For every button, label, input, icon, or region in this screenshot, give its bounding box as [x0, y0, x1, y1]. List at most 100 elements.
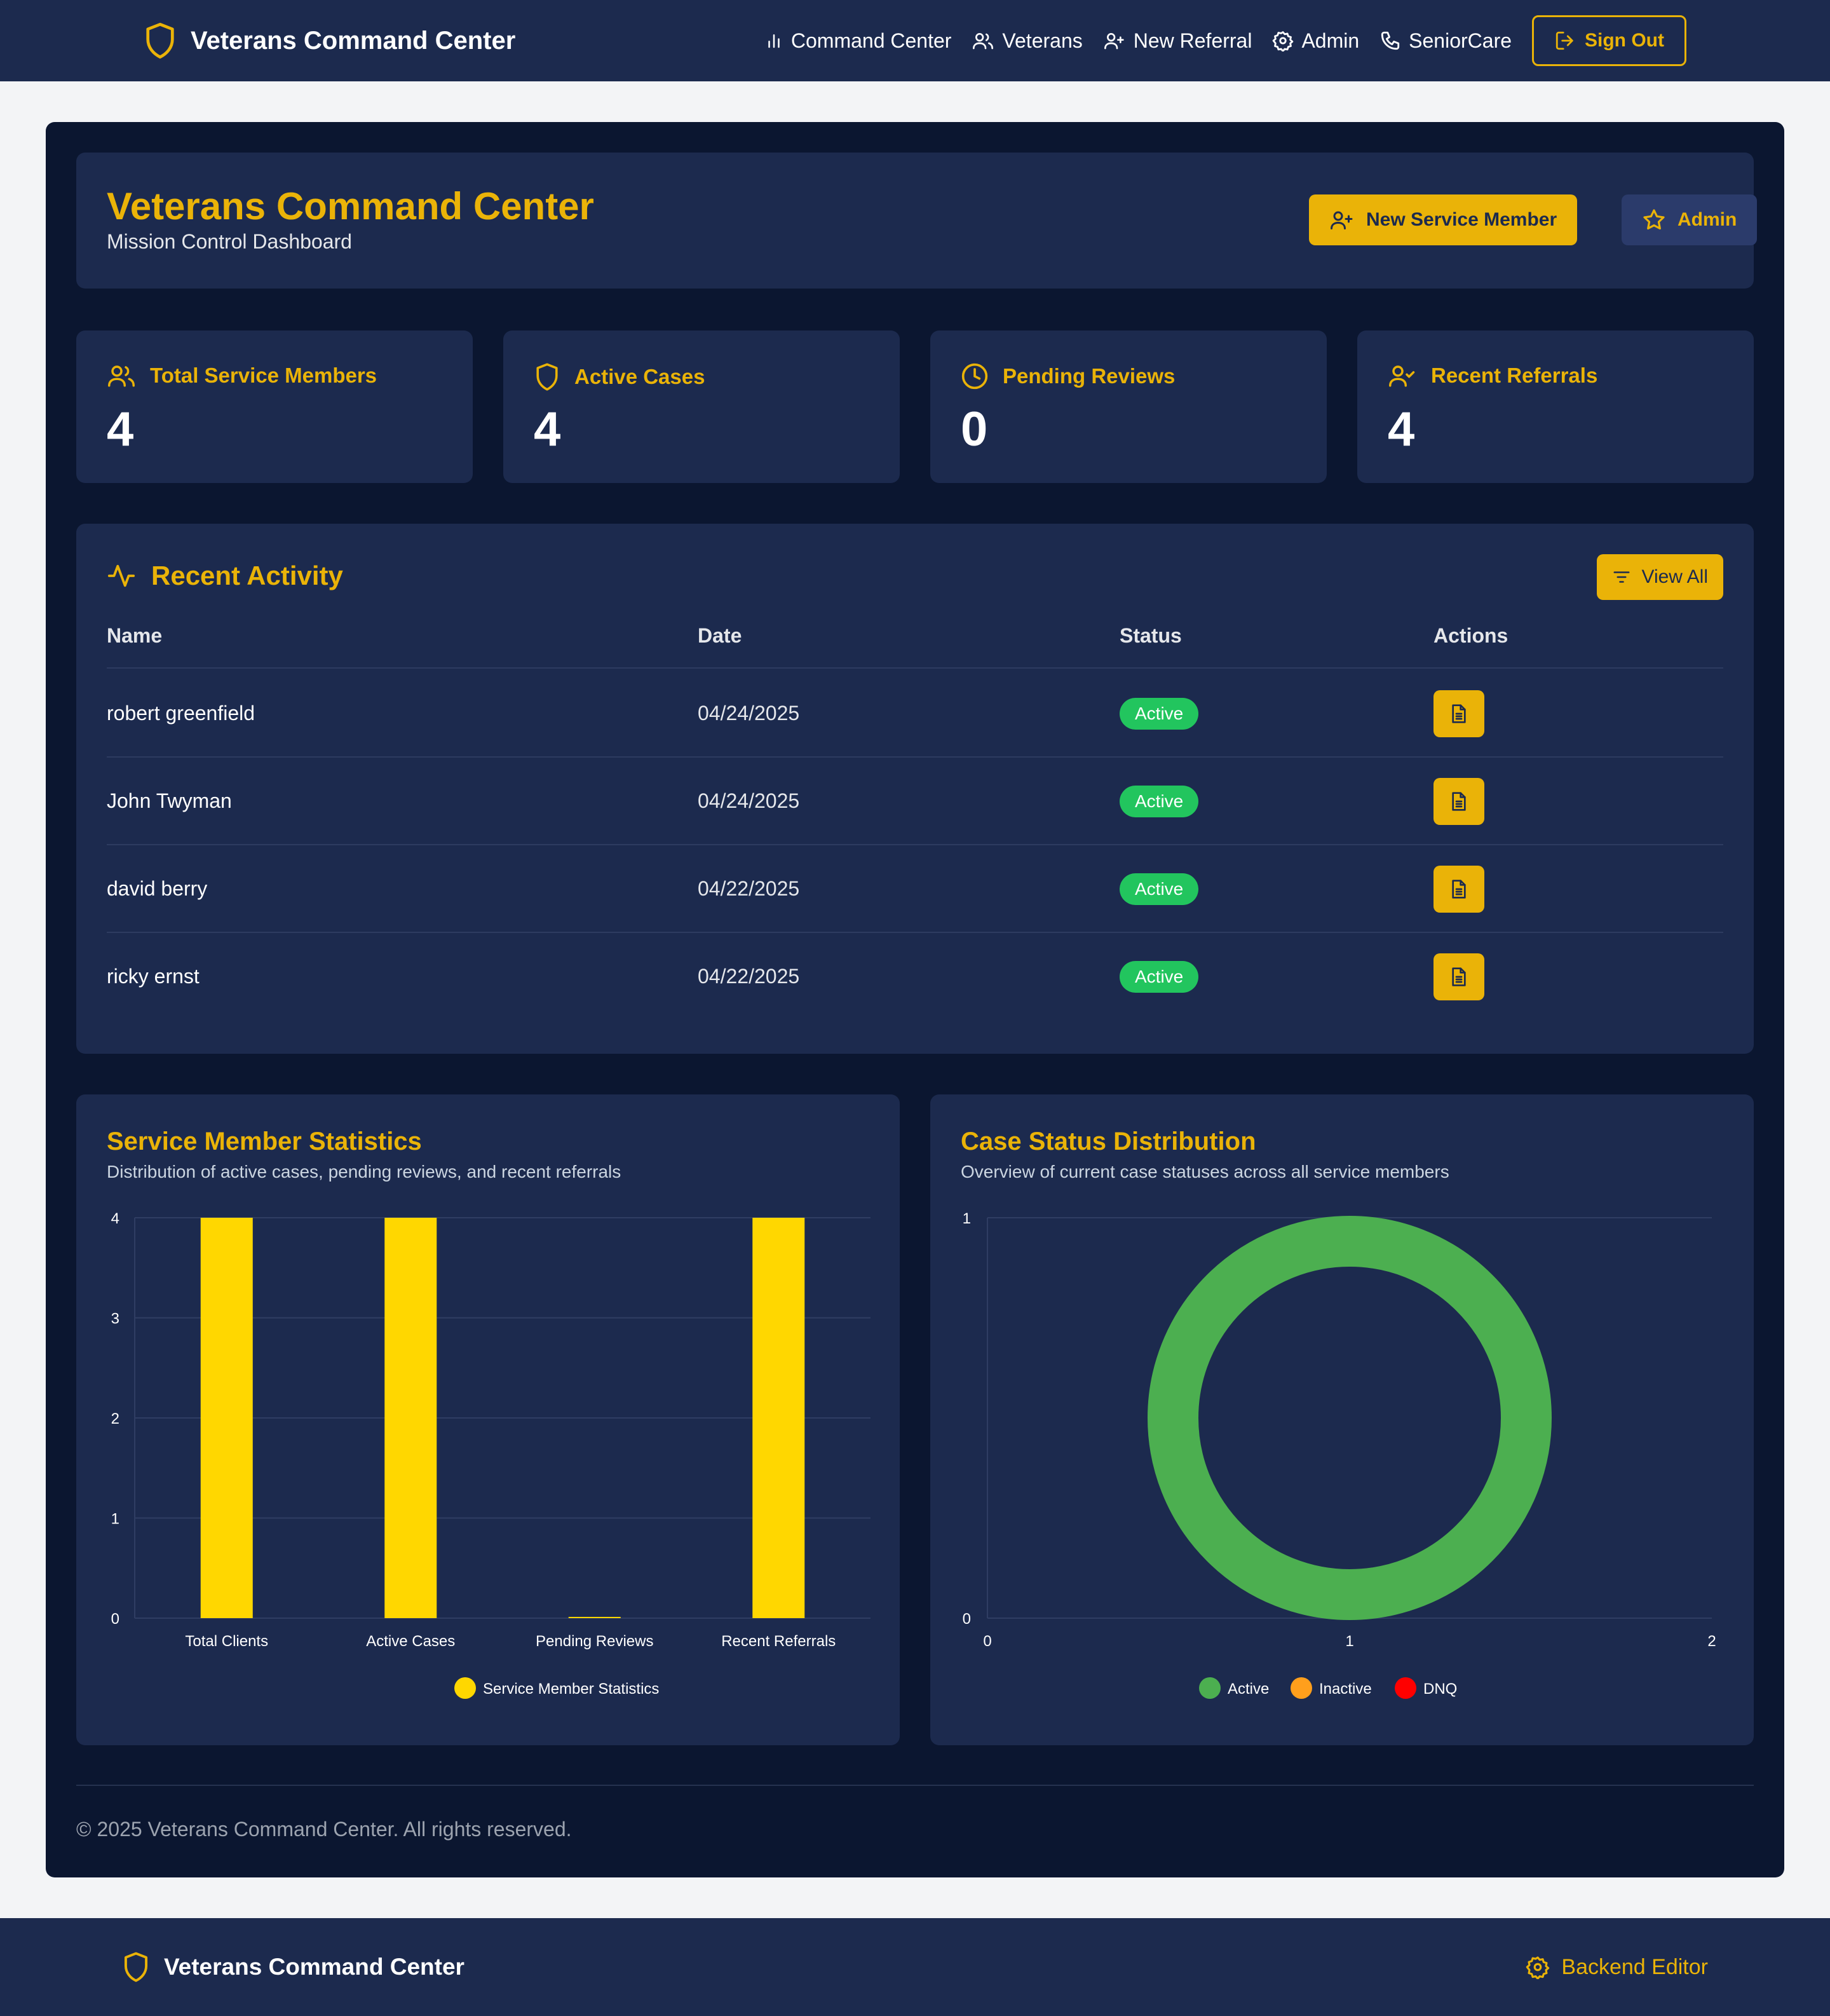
bar-chart-icon: [764, 31, 783, 50]
status-badge: Active: [1120, 873, 1199, 905]
status-badge: Active: [1120, 786, 1199, 817]
service-member-statistics-card: Service Member Statistics Distribution o…: [76, 1094, 900, 1745]
sign-out-button[interactable]: Sign Out: [1532, 15, 1686, 66]
y-tick-label: 4: [111, 1210, 119, 1227]
admin-button[interactable]: Admin: [1622, 194, 1758, 245]
row-date: 04/22/2025: [698, 965, 800, 988]
stat-label: Pending Reviews: [1003, 364, 1176, 388]
x-tick-label: 0: [983, 1633, 991, 1650]
stat-card-pending-reviews: Pending Reviews 0: [930, 330, 1327, 483]
phone-icon: [1379, 30, 1401, 51]
column-header-name: Name: [107, 624, 163, 647]
row-date: 04/22/2025: [698, 877, 800, 900]
gear-icon: [1272, 30, 1294, 51]
user-check-icon: [1388, 362, 1417, 389]
legend-label: Active: [1228, 1680, 1269, 1698]
row-name: ricky ernst: [107, 965, 200, 988]
view-document-button[interactable]: [1434, 866, 1484, 913]
stat-label: Total Service Members: [150, 364, 377, 387]
stat-value: 4: [107, 402, 134, 456]
bar-chart-title: Service Member Statistics: [107, 1127, 422, 1155]
y-tick-label: 2: [111, 1410, 119, 1427]
bar: [384, 1218, 437, 1618]
nav-admin-label: Admin: [1301, 29, 1360, 52]
stat-card-active-cases: Active Cases 4: [503, 330, 900, 483]
shield-icon: [122, 1951, 150, 1983]
file-text-icon: [1449, 879, 1468, 899]
column-header-date: Date: [698, 624, 742, 647]
user-plus-icon: [1103, 31, 1126, 51]
nav-links: Command Center Veterans New Referral Adm…: [764, 0, 1686, 81]
filter-icon: [1612, 568, 1631, 587]
copyright-text: © 2025 Veterans Command Center. All righ…: [76, 1818, 572, 1841]
header-card: Veterans Command Center Mission Control …: [76, 153, 1758, 289]
nav-new-referral[interactable]: New Referral: [1103, 29, 1252, 53]
column-header-status: Status: [1120, 624, 1182, 647]
row-name: robert greenfield: [107, 702, 255, 725]
bottom-bar: Veterans Command Center Backend Editor: [0, 1918, 1830, 2016]
x-tick-label: Recent Referrals: [721, 1633, 836, 1650]
case-status-distribution-card: Case Status Distribution Overview of cur…: [930, 1094, 1754, 1745]
footer-divider: [76, 1785, 1754, 1786]
brand-title: Veterans Command Center: [191, 26, 516, 55]
y-tick-label: 1: [111, 1511, 119, 1528]
y-tick-label: 0: [111, 1611, 119, 1628]
backend-editor-link[interactable]: Backend Editor: [1526, 1918, 1708, 2016]
bar: [200, 1218, 253, 1618]
clock-icon: [961, 362, 989, 390]
nav-command-center[interactable]: Command Center: [764, 29, 951, 53]
view-document-button[interactable]: [1434, 953, 1484, 1000]
legend-swatch: [1291, 1677, 1312, 1699]
file-text-icon: [1449, 967, 1468, 987]
view-all-button[interactable]: View All: [1597, 554, 1723, 600]
dashboard-shell: Veterans Command Center Mission Control …: [46, 122, 1784, 1877]
brand[interactable]: Veterans Command Center: [144, 0, 515, 81]
admin-button-label: Admin: [1678, 209, 1737, 230]
table-row: robert greenfield 04/24/2025 Active: [107, 670, 1723, 758]
nav-seniorcare[interactable]: SeniorCare: [1379, 29, 1512, 53]
stat-head: Total Service Members: [107, 362, 377, 389]
page-subtitle: Mission Control Dashboard: [107, 230, 352, 253]
nav-seniorcare-label: SeniorCare: [1409, 29, 1512, 52]
top-navbar: Veterans Command Center Command Center V…: [0, 0, 1830, 81]
log-out-icon: [1554, 30, 1576, 51]
nav-veterans-label: Veterans: [1002, 29, 1083, 52]
legend-swatch: [1199, 1677, 1221, 1699]
view-document-button[interactable]: [1434, 778, 1484, 825]
gear-icon: [1526, 1955, 1550, 1979]
shield-icon: [534, 362, 560, 392]
legend-label: DNQ: [1423, 1680, 1457, 1698]
view-document-button[interactable]: [1434, 690, 1484, 737]
shield-icon: [144, 22, 177, 60]
bottom-brand[interactable]: Veterans Command Center: [122, 1918, 464, 2016]
new-service-member-label: New Service Member: [1366, 209, 1557, 230]
row-name: david berry: [107, 877, 208, 900]
backend-editor-label: Backend Editor: [1561, 1954, 1708, 1979]
table-row: John Twyman 04/24/2025 Active: [107, 758, 1723, 845]
row-date: 04/24/2025: [698, 789, 800, 812]
bar: [568, 1617, 621, 1618]
stat-head: Pending Reviews: [961, 362, 1175, 390]
donut-slice: [1148, 1216, 1552, 1620]
stat-card-recent-referrals: Recent Referrals 4: [1357, 330, 1754, 483]
activity-title: Recent Activity: [151, 561, 343, 590]
activity-header: Recent Activity: [107, 561, 343, 591]
page-title: Veterans Command Center: [107, 185, 594, 228]
nav-new-referral-label: New Referral: [1133, 29, 1252, 52]
y-tick-label: 3: [111, 1311, 119, 1328]
file-text-icon: [1449, 791, 1468, 812]
stat-card-total-members: Total Service Members 4: [76, 330, 473, 483]
new-service-member-button[interactable]: New Service Member: [1309, 194, 1578, 245]
star-icon: [1642, 208, 1666, 232]
bar-chart-subtitle: Distribution of active cases, pending re…: [107, 1162, 621, 1182]
users-icon: [107, 362, 136, 389]
nav-veterans[interactable]: Veterans: [972, 29, 1083, 53]
y-tick-label: 1: [963, 1210, 971, 1227]
table-row: ricky ernst 04/22/2025 Active: [107, 933, 1723, 1021]
bar-chart: 0 1 2 3 4 Total Clients Active Cases Pending Re…: [111, 1210, 871, 1699]
x-tick-label: Active Cases: [366, 1633, 455, 1650]
stat-head: Recent Referrals: [1388, 362, 1597, 389]
stat-value: 4: [534, 402, 561, 456]
nav-admin[interactable]: Admin: [1272, 29, 1359, 53]
user-plus-icon: [1329, 208, 1355, 231]
